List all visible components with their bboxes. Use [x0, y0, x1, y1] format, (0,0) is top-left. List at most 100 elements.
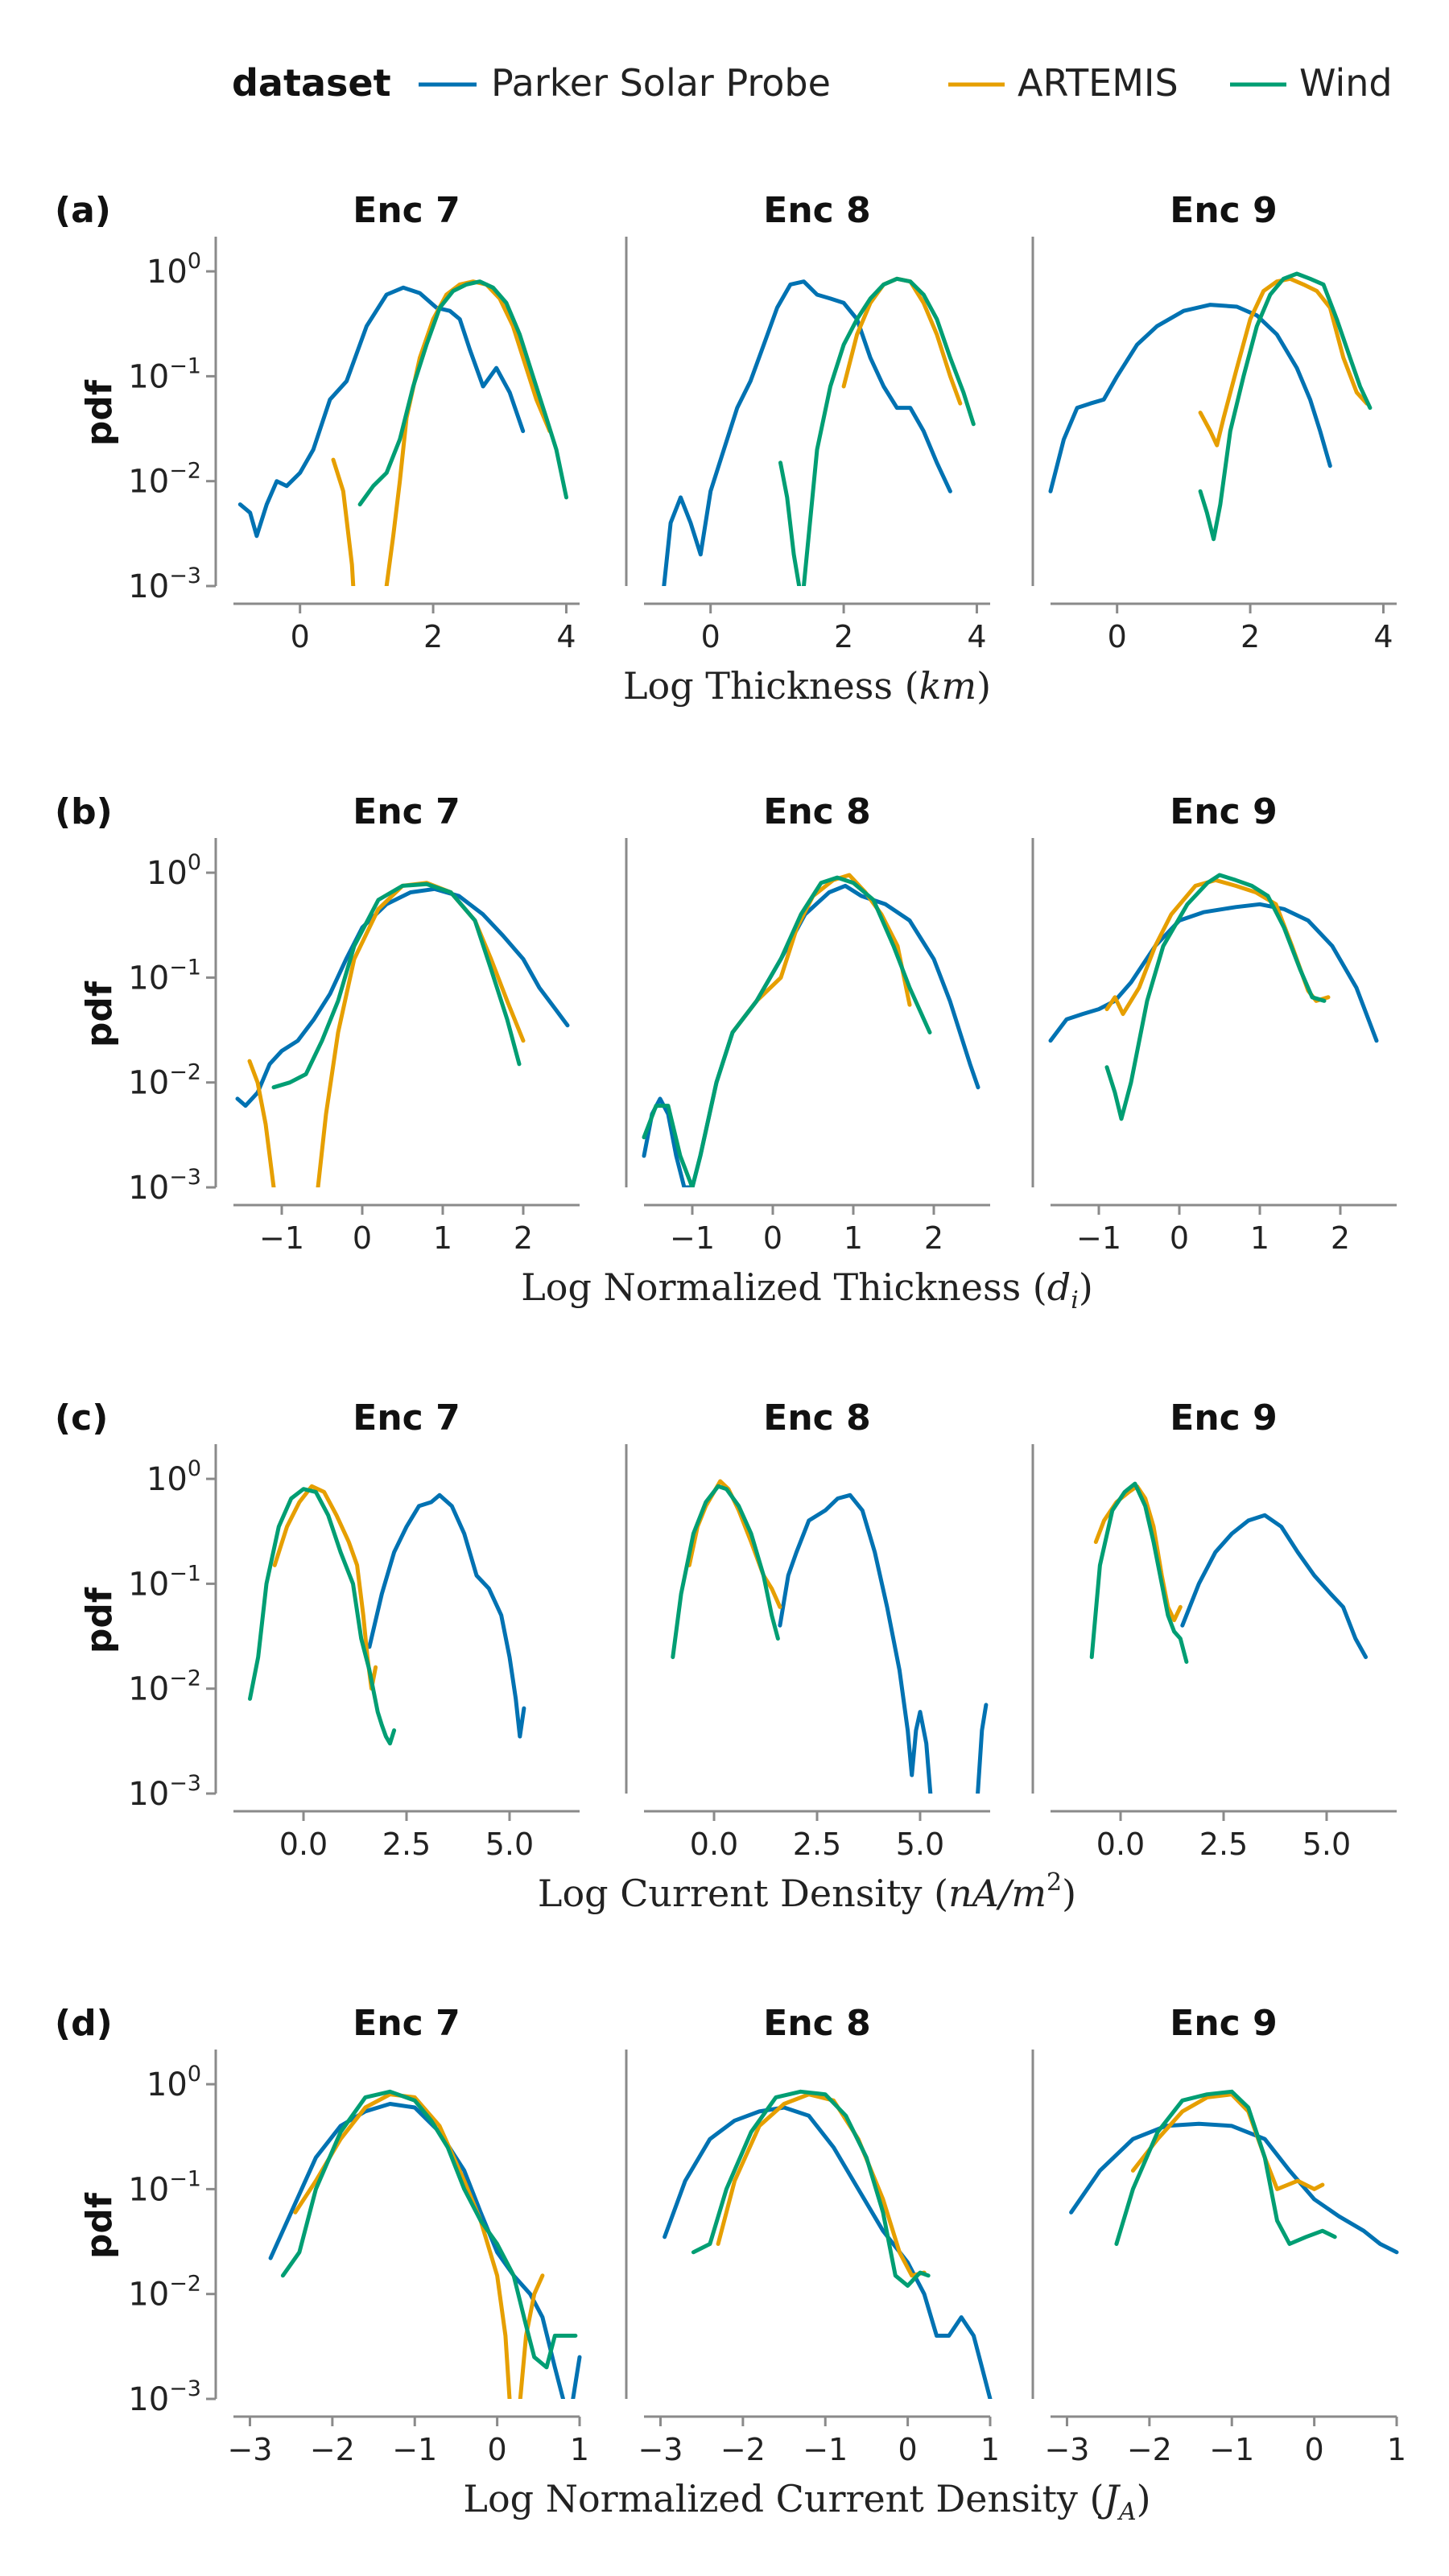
x-tick-label: 2 [423, 619, 443, 654]
x-tick-label: 0 [701, 619, 720, 654]
series-group [642, 873, 980, 1187]
y-tick-label: 100 [147, 2062, 201, 2103]
x-tick-label: 0 [898, 2432, 918, 2467]
series-group [235, 881, 570, 1187]
x-tick-label: 0 [353, 1220, 372, 1256]
series-line-wind [691, 2089, 931, 2288]
x-axis-label: Log Thickness (km) [623, 664, 991, 708]
series-line-wind [280, 2089, 578, 2370]
legend: dataset Parker Solar Probe ARTEMIS Wind [232, 61, 1393, 105]
x-tick-label: 0.0 [690, 1827, 738, 1862]
y-tick-label: 10−3 [128, 564, 201, 605]
y-tick-label: 100 [147, 850, 201, 892]
legend-label-parker-solar-probe: Parker Solar Probe [491, 61, 831, 105]
legend-title: dataset [232, 61, 391, 105]
panel-title: Enc 7 [353, 2003, 460, 2044]
series-line-artemis [1198, 276, 1369, 448]
panel-a-enc-9: Enc 9 0 2 4 [1031, 190, 1397, 654]
x-axis-label: Log Normalized Thickness (di) [521, 1265, 1093, 1315]
y-tick-label: 100 [147, 1456, 201, 1498]
y-tick-label: 10−1 [128, 1561, 201, 1603]
x-axis-label: Log Normalized Current Density (JA) [463, 2477, 1150, 2526]
x-tick-label: −2 [720, 2432, 766, 2467]
row-label: (d) [55, 2003, 113, 2044]
panel-b-enc-7: Enc 7 100 10−1 10−2 10−3 −1 0 1 2 [128, 791, 580, 1256]
x-tick-label: 1 [570, 2432, 589, 2467]
x-tick-label: 0.0 [1096, 1827, 1145, 1862]
x-tick-label: 2 [514, 1220, 533, 1256]
y-axis-label: pdf [79, 379, 120, 446]
x-tick-label: 1 [1387, 2432, 1406, 2467]
series-group [268, 2089, 582, 2399]
panel-title: Enc 8 [763, 1397, 870, 1439]
panel-title: Enc 9 [1170, 1397, 1277, 1439]
panel-d-enc-9: Enc 9 −3 −2 −1 0 1 [1031, 2003, 1406, 2467]
series-line-wind [271, 881, 522, 1090]
x-tick-label: 5.0 [896, 1827, 944, 1862]
series-line-artemis [247, 1059, 276, 1187]
y-axis-label: pdf [79, 980, 120, 1047]
x-tick-label: −1 [803, 2432, 848, 2467]
panel-c-enc-7: Enc 7 100 10−1 10−2 10−3 0.0 2.5 5.0 [128, 1397, 580, 1862]
x-tick-label: 2.5 [793, 1827, 841, 1862]
series-group [237, 279, 568, 586]
x-tick-label: 1 [433, 1220, 452, 1256]
x-tick-label: −3 [638, 2432, 683, 2467]
series-line-parker-solar-probe [778, 1492, 933, 1794]
series-line-parker-solar-probe [976, 1703, 989, 1794]
y-axis-label: pdf [79, 2192, 120, 2259]
panel-a-enc-7: Enc 7 100 10−1 10−2 10−3 0 2 4 [128, 190, 580, 654]
row-label: (b) [55, 791, 113, 832]
series-line-wind [778, 460, 802, 586]
series-line-wind [802, 276, 976, 586]
series-group [662, 276, 976, 586]
series-line-wind [642, 875, 932, 1187]
panel-title: Enc 8 [763, 2003, 870, 2044]
series-group [663, 2089, 993, 2399]
x-tick-label: 0 [291, 619, 310, 654]
y-tick-label: 10−1 [128, 2166, 201, 2208]
x-tick-label: 2 [924, 1220, 943, 1256]
x-tick-label: 2.5 [1199, 1827, 1248, 1862]
y-tick-label: 10−2 [128, 1666, 201, 1708]
legend-label-artemis: ARTEMIS [1018, 61, 1179, 105]
row-label: (c) [55, 1397, 108, 1439]
series-line-parker-solar-probe [1069, 2121, 1399, 2255]
panel-title: Enc 9 [1170, 190, 1277, 231]
panel-title: Enc 8 [763, 791, 870, 832]
x-tick-label: −2 [1127, 2432, 1172, 2467]
x-tick-label: 1 [1250, 1220, 1269, 1256]
x-tick-label: −1 [670, 1220, 715, 1256]
x-tick-label: 0.0 [279, 1827, 328, 1862]
x-tick-label: −2 [310, 2432, 355, 2467]
x-tick-label: −1 [1209, 2432, 1254, 2467]
series-line-wind [248, 1487, 397, 1746]
series-group [1048, 271, 1373, 542]
x-tick-label: −1 [259, 1220, 304, 1256]
series-line-artemis [384, 279, 552, 586]
series-group [671, 1479, 989, 1794]
x-tick-label: 0 [1108, 619, 1127, 654]
y-tick-label: 10−2 [128, 2272, 201, 2314]
series-line-wind [357, 279, 568, 507]
series-line-wind [1104, 873, 1327, 1121]
series-line-parker-solar-probe [1048, 902, 1379, 1043]
x-tick-label: 2 [1331, 1220, 1350, 1256]
y-tick-label: 100 [147, 249, 201, 291]
series-line-artemis [331, 457, 356, 586]
series-line-wind [1198, 271, 1373, 542]
panel-title: Enc 8 [763, 190, 870, 231]
y-tick-label: 10−2 [128, 1060, 201, 1102]
panel-d-enc-8: Enc 8 −3 −2 −1 0 1 [625, 2003, 1000, 2467]
panel-title: Enc 7 [353, 791, 460, 832]
series-line-artemis [518, 2273, 545, 2399]
series-line-wind [1089, 1481, 1189, 1664]
y-tick-label: 10−3 [128, 1771, 201, 1813]
x-tick-label: 5.0 [485, 1827, 534, 1862]
y-tick-label: 10−2 [128, 459, 201, 501]
series-group [1089, 1481, 1368, 1664]
